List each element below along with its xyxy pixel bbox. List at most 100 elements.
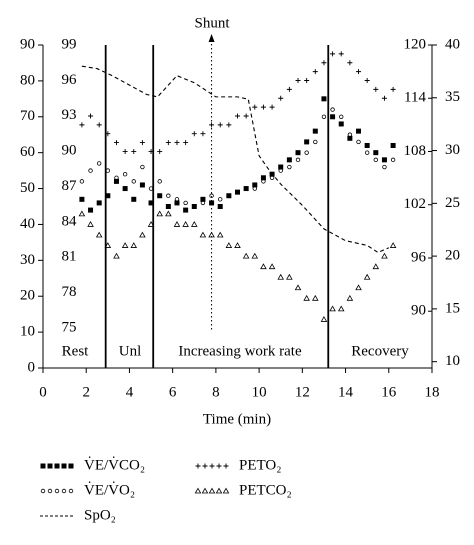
data-point (88, 207, 94, 213)
data-point (373, 157, 379, 163)
phase-label: Unl (119, 343, 142, 359)
data-point (113, 252, 120, 259)
data-point (330, 114, 336, 120)
data-point (339, 114, 344, 119)
legend-item: V̇E/V̇O₂ (40, 482, 135, 498)
data-point (330, 51, 336, 57)
legend-symbol (68, 488, 74, 494)
data-point (347, 60, 353, 66)
data-point (200, 200, 206, 206)
data-point (364, 142, 370, 148)
data-point (356, 128, 362, 134)
y-tick-label: 114 (404, 90, 426, 106)
data-point (174, 197, 180, 202)
data-point (337, 305, 345, 312)
data-point (356, 69, 362, 75)
y-tick-label: 102 (404, 196, 427, 212)
y-tick-label: 93 (62, 107, 77, 123)
data-point (104, 242, 112, 248)
data-point (373, 150, 379, 156)
data-point (95, 231, 103, 238)
data-point (312, 294, 319, 301)
x-tick-label: 8 (212, 384, 220, 400)
legend-label: SpO₂ (84, 507, 116, 523)
data-point (330, 107, 335, 112)
data-point (131, 148, 137, 154)
data-point (166, 193, 171, 198)
y-tick-label: 60 (20, 144, 35, 160)
y-tick-label: 108 (404, 143, 427, 159)
y-tick-label: 20 (20, 288, 35, 304)
data-point (165, 140, 171, 146)
data-point (79, 122, 85, 128)
data-point (286, 86, 292, 92)
data-point (312, 128, 318, 134)
data-point (88, 113, 94, 119)
phase-label: Increasing work rate (178, 343, 302, 359)
data-point (182, 221, 189, 227)
spo2-line (81, 65, 389, 254)
x-tick-label: 14 (338, 384, 354, 400)
data-point (209, 193, 214, 198)
y-tick-label: 90 (20, 36, 35, 52)
data-point (122, 171, 128, 177)
data-point (200, 196, 206, 202)
data-point (165, 210, 172, 217)
x-tick-label: 12 (295, 384, 310, 400)
data-point (208, 231, 215, 238)
legend-symbol (223, 463, 229, 469)
data-point (96, 161, 102, 166)
data-point (243, 186, 249, 191)
data-point (113, 140, 119, 146)
data-point (131, 179, 136, 184)
legend-symbol (209, 463, 215, 469)
data-point (139, 182, 145, 188)
data-point (114, 175, 119, 180)
data-point (131, 196, 137, 202)
data-point (295, 157, 301, 163)
data-point (390, 157, 396, 163)
data-point (156, 210, 163, 217)
data-point (260, 263, 267, 270)
y-tick-label: 35 (445, 89, 460, 105)
data-point (105, 168, 111, 173)
y-tick-label: 96 (62, 72, 78, 88)
data-point (209, 122, 215, 128)
data-point (363, 273, 371, 280)
x-tick-label: 2 (82, 384, 90, 400)
y-tick-label: 80 (20, 72, 35, 88)
data-point (96, 122, 102, 128)
y-tick-label: 84 (62, 213, 78, 229)
data-point (192, 204, 197, 209)
legend-symbol (202, 463, 208, 469)
y-tick-label: 90 (62, 143, 77, 159)
y-tick-label: 0 (28, 359, 36, 375)
y-tick-label: 87 (62, 178, 78, 194)
y-tick-label: 99 (62, 36, 77, 52)
data-point (174, 140, 180, 146)
data-point (191, 204, 197, 209)
data-point (347, 132, 353, 137)
legend-label: PETCO₂ (239, 482, 292, 498)
data-point (226, 193, 232, 198)
data-point (278, 168, 283, 173)
legend-symbol (194, 487, 202, 494)
data-point (304, 150, 309, 155)
data-point (183, 207, 189, 213)
data-point (148, 200, 154, 206)
data-point (243, 186, 249, 192)
data-point (87, 221, 94, 227)
legend-symbol (201, 487, 209, 494)
legend-symbol (61, 463, 67, 469)
data-point (287, 164, 292, 170)
data-point (173, 221, 181, 227)
data-point (313, 139, 318, 145)
data-point (88, 168, 93, 173)
data-point (261, 179, 266, 184)
data-point (295, 77, 301, 83)
phase-label: Rest (62, 343, 90, 359)
legend-symbol (40, 488, 46, 494)
data-point (347, 135, 353, 141)
data-point (320, 316, 328, 322)
data-point (225, 242, 233, 248)
